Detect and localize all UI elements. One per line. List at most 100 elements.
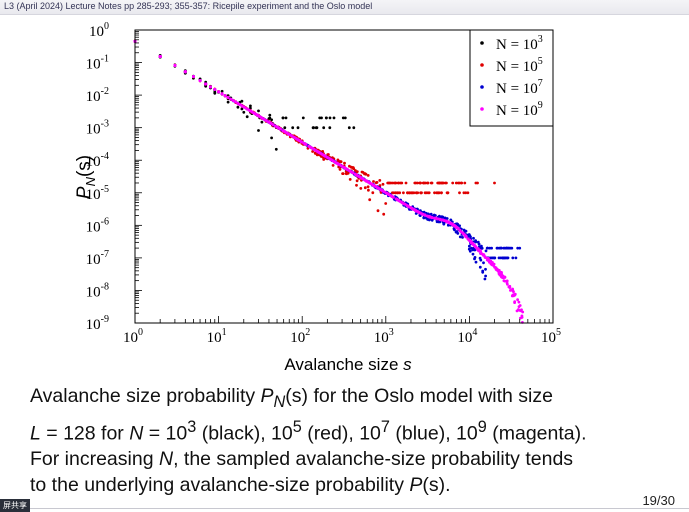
data-point <box>382 212 386 216</box>
data-point <box>445 217 449 220</box>
x-axis-label-var: s <box>403 355 412 374</box>
x-tick-label: 103 <box>374 327 394 346</box>
data-point <box>415 191 418 195</box>
data-point <box>284 116 288 120</box>
data-point <box>204 82 208 86</box>
data-point <box>441 215 445 219</box>
chart: 100 101 102 103 104 105 100 10-1 10-2 10-3 10-4 10-… <box>74 21 561 374</box>
data-point <box>328 126 332 130</box>
data-point <box>291 126 295 130</box>
data-point <box>499 256 503 260</box>
x-tick-label: 102 <box>290 327 310 346</box>
data-point <box>360 170 364 174</box>
data-point <box>242 105 246 109</box>
data-point <box>313 151 317 155</box>
data-point <box>226 100 230 104</box>
data-point <box>344 172 348 176</box>
data-point <box>413 181 417 185</box>
screen-share-badge[interactable]: 屏共享 <box>0 499 30 512</box>
data-point <box>394 181 398 185</box>
data-point <box>400 181 404 185</box>
data-point <box>378 179 382 182</box>
data-point <box>267 117 271 121</box>
plot-frame <box>134 29 554 324</box>
data-point <box>372 180 375 183</box>
data-point <box>463 181 467 185</box>
y-tick-label: 10-8 <box>86 281 109 300</box>
data-point <box>420 212 424 216</box>
data-point <box>257 109 260 113</box>
data-point <box>213 88 217 91</box>
data-point <box>314 148 318 152</box>
data-point <box>490 256 494 260</box>
data-point <box>456 232 460 235</box>
data-point <box>492 262 496 266</box>
data-point <box>321 150 325 153</box>
data-point <box>516 246 520 250</box>
y-axis-label-sub: N <box>83 176 98 186</box>
data-point <box>501 256 505 260</box>
data-point <box>375 181 379 184</box>
data-point <box>472 243 476 247</box>
data-point <box>505 256 509 260</box>
data-point <box>281 116 285 120</box>
data-point <box>331 164 335 167</box>
legend-box <box>469 29 554 127</box>
data-point <box>302 141 305 145</box>
data-point <box>428 215 431 218</box>
data-point <box>503 279 507 283</box>
data-point <box>367 180 371 184</box>
data-point <box>479 251 482 255</box>
data-point <box>343 166 347 170</box>
data-point <box>260 120 264 124</box>
data-point <box>484 274 487 278</box>
data-point <box>454 225 458 229</box>
x-axis-label-text: Avalanche size <box>284 355 398 374</box>
x-tick-label: 100 <box>123 327 143 346</box>
data-point <box>328 116 332 120</box>
data-point <box>388 181 391 185</box>
data-point <box>467 233 471 236</box>
data-point <box>262 117 266 121</box>
data-point <box>445 191 449 195</box>
data-point <box>231 99 235 102</box>
data-point <box>324 155 328 158</box>
data-point <box>505 279 509 283</box>
data-point <box>391 191 394 195</box>
data-point <box>236 105 240 109</box>
data-point <box>454 181 458 185</box>
data-point <box>430 216 434 220</box>
data-point <box>442 222 446 226</box>
data-point <box>282 130 286 133</box>
data-point <box>458 191 461 195</box>
data-point <box>493 181 496 185</box>
data-point <box>322 158 326 161</box>
data-point <box>363 178 367 182</box>
data-point <box>513 301 516 304</box>
data-point <box>382 190 386 194</box>
data-point <box>315 153 319 157</box>
data-point <box>507 246 511 250</box>
y-axis-label: PN(s) <box>74 155 98 199</box>
caption-line-4: to the underlying avalanche-size probabi… <box>30 473 451 496</box>
data-point <box>493 256 496 260</box>
data-point <box>291 135 295 138</box>
data-point <box>468 249 472 253</box>
data-point <box>447 221 451 224</box>
data-point <box>310 146 314 150</box>
data-point <box>412 191 416 195</box>
x-tick-label: 105 <box>541 327 561 346</box>
tick-labels: 100 101 102 103 104 105 100 10-1 10-2 10-3 10-4 10-… <box>86 21 561 346</box>
data-point <box>234 100 238 104</box>
data-point <box>469 235 472 239</box>
bottom-rule <box>30 508 689 509</box>
data-point <box>497 272 501 276</box>
data-point <box>499 273 503 277</box>
x-axis-label: Avalanche size s <box>284 355 412 374</box>
data-point <box>229 97 233 101</box>
data-point <box>192 75 195 78</box>
data-point <box>491 261 494 264</box>
data-point <box>505 281 509 285</box>
data-point <box>480 244 483 248</box>
data-point <box>274 147 278 151</box>
